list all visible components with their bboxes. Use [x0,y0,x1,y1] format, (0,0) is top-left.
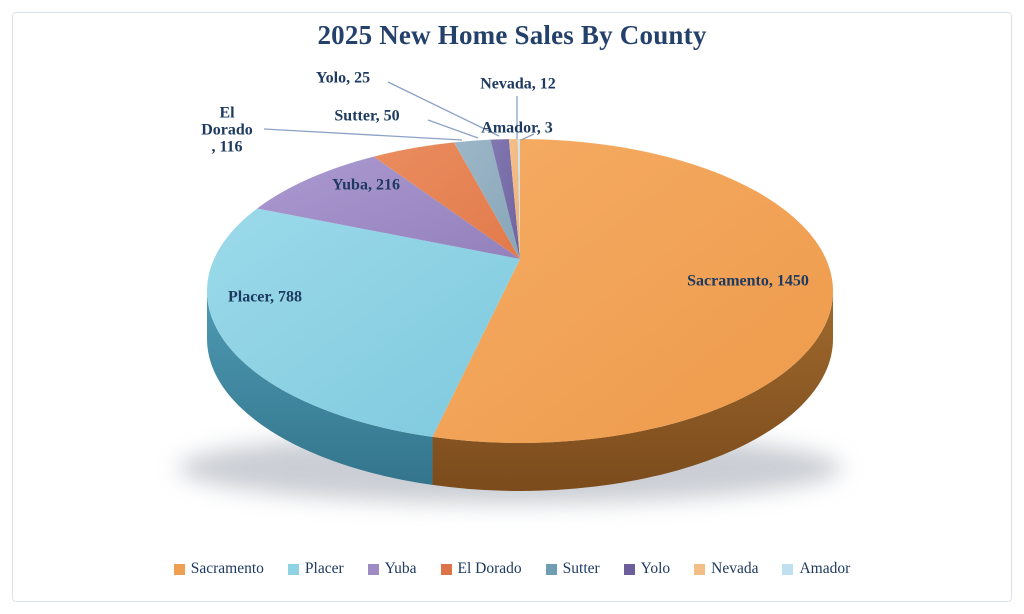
pie-slice-amador [517,139,520,259]
legend-label-sacramento: Sacramento [190,560,264,577]
pie-slice-nevada [508,139,520,259]
legend-label-el-dorado: El Dorado [457,560,522,577]
legend-swatch-placer [287,563,299,575]
pie-slice-sacramento [432,139,834,444]
pie-slice-yolo [490,139,520,259]
legend-item-yuba: Yuba [367,560,417,578]
legend-item-yolo: Yolo [623,560,671,578]
legend-label-amador: Amador [799,560,851,577]
legend-item-sacramento: Sacramento [173,560,264,578]
legend-swatch-el-dorado [440,563,452,575]
legend-label-placer: Placer [304,560,344,577]
legend-swatch-sacramento [173,563,185,575]
pie-slice-side-placer [207,291,433,485]
pie-slice-sutter [453,139,520,259]
legend-swatch-sutter [545,563,557,575]
legend-item-sutter: Sutter [545,560,600,578]
legend-swatch-amador [782,563,794,575]
leader-line-el-dorado [263,128,463,141]
legend-label-yuba: Yuba [384,560,417,577]
legend: Sacramento Placer Yuba El Dorado Sutter Yolo N… [0,560,1024,578]
legend-label-sutter: Sutter [562,560,600,577]
pie-slice-yuba [257,156,520,259]
leader-line-amador [520,133,535,141]
legend-swatch-yuba [367,563,379,575]
legend-swatch-nevada [694,563,706,575]
pie-slice-placer [206,208,520,437]
legend-label-yolo: Yolo [640,560,671,577]
legend-label-nevada: Nevada [711,560,759,577]
legend-item-amador: Amador [782,560,850,578]
legend-item-placer: Placer [287,560,344,578]
chart-title: 2025 New Home Sales By County [317,20,707,50]
legend-item-nevada: Nevada [694,560,758,578]
legend-swatch-yolo [623,563,635,575]
leader-line-yolo [387,81,500,137]
leader-line-sutter [427,119,479,139]
legend-item-el-dorado: El Dorado [440,560,522,578]
pie-slice-el-dorado [373,142,520,259]
pie-slice-side-sacramento [432,291,833,491]
